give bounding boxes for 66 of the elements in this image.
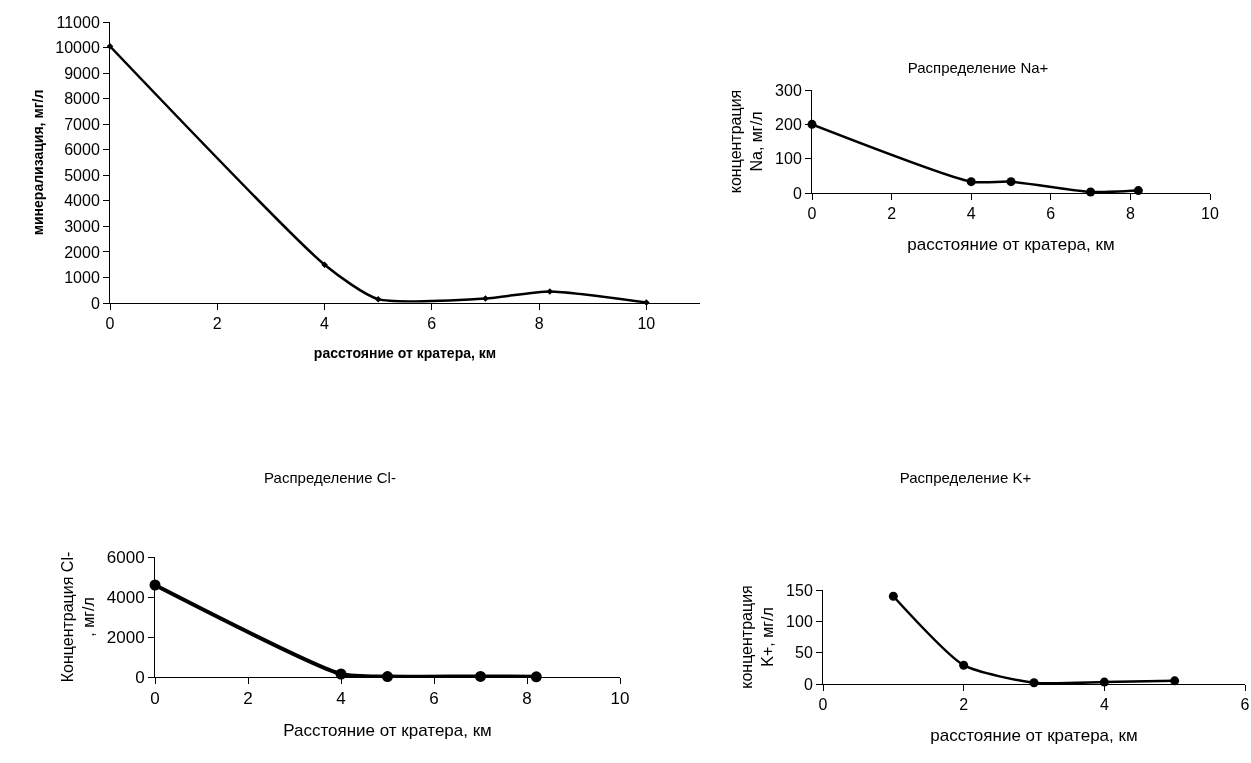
y-tick-label: 300 (775, 81, 802, 99)
y-tick-label: 10000 (55, 39, 100, 57)
point (475, 670, 486, 682)
y-tick-label: 7000 (64, 115, 100, 133)
point (1133, 186, 1143, 196)
x-axis-title: расстояние от кратера, км (930, 725, 1138, 745)
y-tick-label: 200 (775, 115, 802, 133)
x-axis-title: Расстояние от кратера, км (283, 720, 492, 740)
x-tick-label: 4 (1099, 696, 1109, 714)
y-tick-label: 0 (803, 675, 813, 693)
x-tick-label: 2 (959, 696, 969, 714)
chart-title: Распределение Na+ (907, 58, 1049, 76)
y-tick-label: 2000 (106, 627, 145, 647)
y-tick-label: 1000 (64, 269, 100, 287)
y-tick-label: 4000 (64, 192, 100, 210)
x-tick-label: 4 (966, 205, 976, 223)
y-tick-label: 11000 (56, 13, 100, 31)
x-tick-label: 10 (637, 315, 656, 333)
point (1006, 177, 1016, 187)
point (374, 295, 382, 303)
point (382, 671, 393, 683)
y-axis-title: концентрация K+, мг/л (738, 585, 776, 689)
point (888, 591, 898, 601)
y-axis-title: минерализация, мг/л (29, 89, 46, 236)
point (966, 177, 976, 187)
y-tick-label: 3000 (64, 217, 100, 235)
y-tick-label: 0 (90, 294, 100, 312)
y-axis-title: Концентрация Cl- , мг/л (58, 551, 97, 683)
x-tick-label: 0 (150, 689, 160, 709)
x-axis-title: расстояние от кратера, км (907, 234, 1115, 254)
y-tick-label: 6000 (64, 141, 100, 159)
x-tick-label: 4 (336, 689, 346, 709)
y-axis-title: концентрация Na, мг/л (727, 89, 765, 194)
x-tick-label: 6 (427, 315, 437, 333)
y-tick-label: 150 (786, 581, 813, 599)
y-tick-label: 100 (775, 150, 802, 168)
x-tick-label: 4 (320, 315, 330, 333)
x-tick-label: 10 (1201, 205, 1219, 223)
y-tick-label: 0 (135, 667, 145, 687)
y-tick-label: 0 (792, 184, 802, 202)
y-tick-label: 2000 (64, 243, 100, 261)
point (321, 261, 328, 268)
y-tick-label: 9000 (64, 64, 100, 82)
y-tick-label: 4000 (106, 587, 145, 607)
y-tick-label: 8000 (64, 90, 100, 108)
x-tick-label: 8 (1125, 205, 1135, 223)
chart-title: Распределение Cl- (264, 468, 396, 486)
point (1170, 676, 1180, 686)
x-tick-label: 6 (429, 689, 439, 709)
x-tick-label: 2 (243, 689, 253, 709)
x-tick-label: 0 (818, 696, 828, 714)
y-tick-label: 100 (786, 612, 813, 630)
x-axis-title: расстояние от кратера, км (313, 344, 497, 361)
chart-title: Распределение K+ (899, 468, 1032, 486)
x-tick-label: 2 (212, 315, 222, 333)
x-tick-label: 6 (1046, 205, 1056, 223)
x-tick-label: 8 (534, 315, 544, 333)
x-tick-label: 6 (1240, 696, 1250, 714)
y-tick-label: 5000 (64, 166, 100, 184)
point (959, 660, 969, 670)
x-tick-label: 10 (610, 689, 630, 709)
point (482, 295, 489, 302)
x-tick-label: 2 (887, 205, 897, 223)
y-tick-label: 6000 (106, 547, 145, 567)
y-tick-label: 50 (795, 644, 813, 662)
x-tick-label: 8 (522, 689, 532, 709)
